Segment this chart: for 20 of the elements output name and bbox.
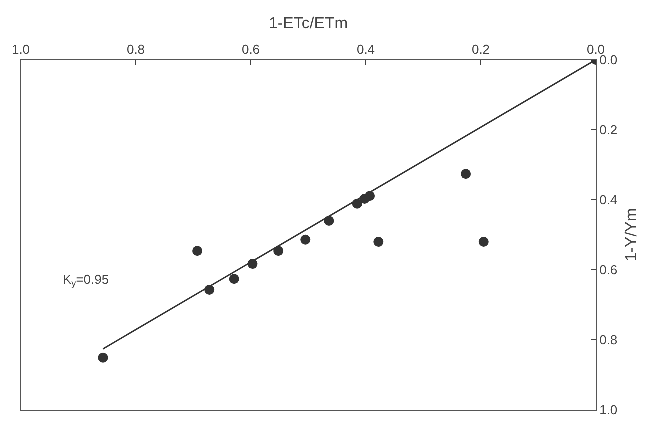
point [374,237,384,247]
x-tick-label: 0.6 [242,42,260,57]
point [98,352,108,363]
x-tick-label: 0.4 [356,42,376,57]
point [478,237,489,247]
y-tick-label: 0.2 [600,122,618,138]
annotation: K$_{y}$=0.95 [63,272,110,289]
point [300,234,311,245]
x-tick-label: 1.0 [12,42,30,57]
y-tick-label: 1.0 [600,402,618,418]
point [461,169,472,180]
x-tick-label: 0.2 [472,42,490,57]
point [192,246,203,256]
x-axis-title: 1-ETc/ETm [268,16,348,33]
y-tick-label: 0.6 [600,262,618,278]
x-tick-label: 0.8 [126,42,146,57]
point [229,274,240,284]
y-tick-label: 0.8 [600,332,618,348]
y-tick-label: 0.4 [600,192,618,208]
y-axis-title: 1-Y/Ym [623,208,640,262]
